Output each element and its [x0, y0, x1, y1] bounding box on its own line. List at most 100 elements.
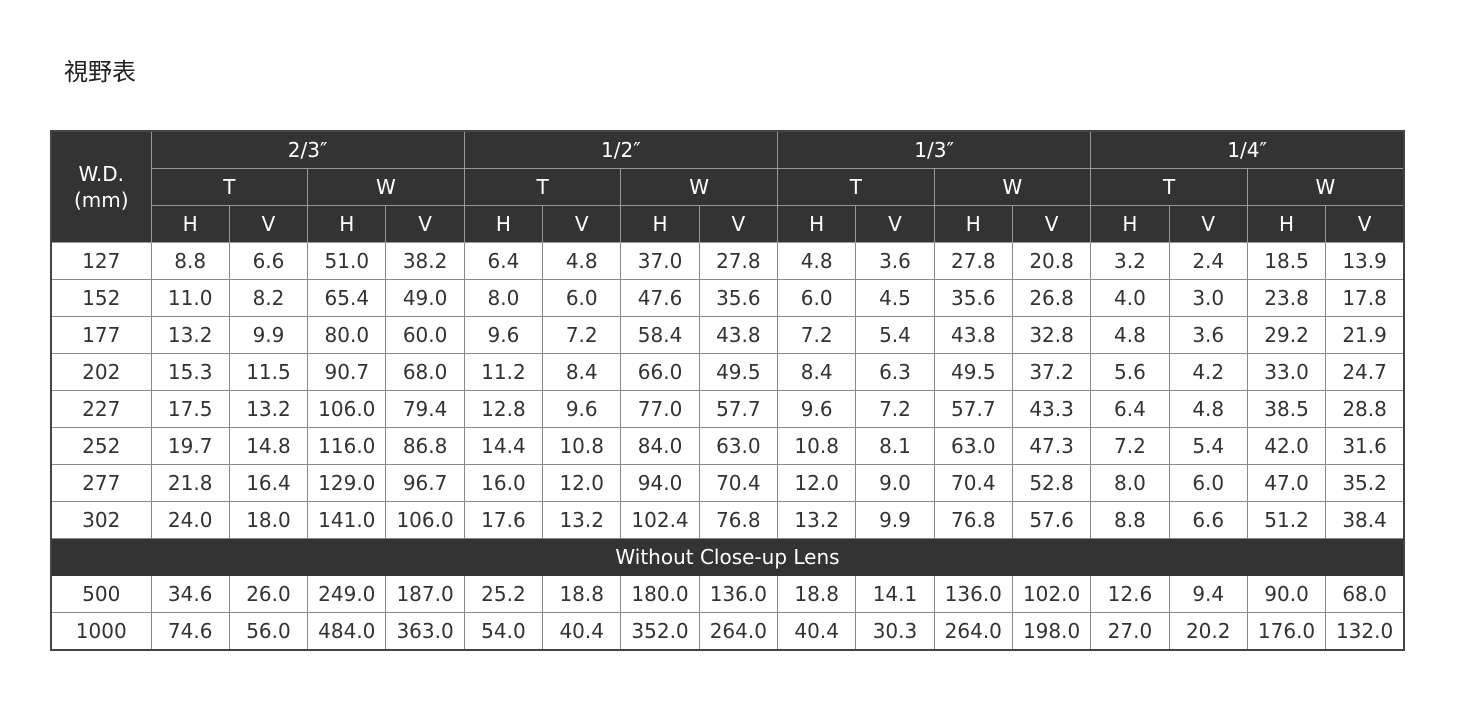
zoom-mode: T	[463, 168, 622, 206]
cell: 6.6	[1168, 501, 1248, 539]
cell: 14.1	[855, 575, 935, 613]
zoom-mode: W	[620, 168, 778, 206]
cell: 16.0	[463, 464, 544, 502]
cell: 4.8	[776, 242, 857, 280]
zoom-mode: T	[1090, 168, 1248, 206]
cell: 51.2	[1246, 501, 1327, 539]
axis-label: H	[776, 205, 857, 243]
cell: 8.8	[1090, 501, 1170, 539]
axis-label: V	[228, 205, 309, 243]
cell: 3.0	[1168, 279, 1248, 317]
cell: 9.6	[776, 390, 857, 428]
cell: 6.4	[1090, 390, 1170, 428]
cell: 3.6	[855, 242, 935, 280]
wd-cell: 1000	[50, 612, 152, 651]
cell: 47.6	[620, 279, 700, 317]
axis-label: H	[1246, 205, 1327, 243]
cell: 136.0	[933, 575, 1013, 613]
cell: 47.3	[1011, 427, 1092, 465]
cell: 47.0	[1246, 464, 1327, 502]
cell: 8.4	[542, 353, 622, 391]
axis-label: V	[385, 205, 465, 243]
cell: 80.0	[307, 316, 387, 354]
cell: 37.0	[620, 242, 700, 280]
data-row: 152 11.0 8.2 65.4 49.0 8.0 6.0 47.6 35.6 6.0 4.5 35…	[50, 279, 1405, 317]
cell: 106.0	[385, 501, 465, 539]
cell: 13.2	[542, 501, 622, 539]
cell: 9.6	[542, 390, 622, 428]
header-row: W.D. (mm) 2/3″ 1/2″ 1/3″ 1/4″	[50, 130, 1405, 243]
axis-label: V	[1168, 205, 1248, 243]
cell: 37.2	[1011, 353, 1092, 391]
sensor-size: 1/3″	[776, 130, 1092, 169]
cell: 15.3	[150, 353, 230, 391]
cell: 2.4	[1168, 242, 1248, 280]
axis-label: H	[620, 205, 700, 243]
cell: 6.0	[542, 279, 622, 317]
cell: 79.4	[385, 390, 465, 428]
cell: 6.0	[1168, 464, 1248, 502]
cell: 66.0	[620, 353, 700, 391]
axis-label: H	[463, 205, 544, 243]
cell: 76.8	[698, 501, 779, 539]
cell: 70.4	[698, 464, 779, 502]
cell: 106.0	[307, 390, 387, 428]
cell: 129.0	[307, 464, 387, 502]
cell: 74.6	[150, 612, 230, 651]
cell: 5.4	[855, 316, 935, 354]
axis-label: V	[698, 205, 779, 243]
cell: 264.0	[933, 612, 1013, 651]
cell: 102.0	[1011, 575, 1092, 613]
cell: 86.8	[385, 427, 465, 465]
cell: 8.1	[855, 427, 935, 465]
cell: 9.9	[855, 501, 935, 539]
cell: 58.4	[620, 316, 700, 354]
data-row: 1000 74.6 56.0 484.0 363.0 54.0 40.4 352.0 264.0…	[50, 612, 1405, 651]
cell: 9.0	[855, 464, 935, 502]
section-label: Without Close-up Lens	[50, 538, 1405, 576]
cell: 23.8	[1246, 279, 1327, 317]
axis-label: H	[933, 205, 1013, 243]
cell: 16.4	[228, 464, 309, 502]
cell: 90.7	[307, 353, 387, 391]
cell: 28.8	[1325, 390, 1405, 428]
cell: 57.7	[933, 390, 1013, 428]
cell: 35.2	[1325, 464, 1405, 502]
cell: 84.0	[620, 427, 700, 465]
wd-cell: 152	[50, 279, 152, 317]
data-row: 202 15.3 11.5 90.7 68.0 11.2 8.4 66.0 49.5 8.4 6.3…	[50, 353, 1405, 391]
cell: 3.6	[1168, 316, 1248, 354]
zoom-mode: T	[150, 168, 309, 206]
cell: 13.2	[776, 501, 857, 539]
field-of-view-table: W.D. (mm) 2/3″ 1/2″ 1/3″ 1/4″ T W T W T W T W H V H V H V H V…	[50, 130, 1405, 651]
cell: 11.2	[463, 353, 544, 391]
cell: 43.8	[698, 316, 779, 354]
axis-label: H	[150, 205, 230, 243]
zoom-mode: W	[307, 168, 465, 206]
wd-cell: 127	[50, 242, 152, 280]
cell: 77.0	[620, 390, 700, 428]
cell: 187.0	[385, 575, 465, 613]
axis-label: H	[1090, 205, 1170, 243]
cell: 4.0	[1090, 279, 1170, 317]
cell: 49.0	[385, 279, 465, 317]
cell: 26.8	[1011, 279, 1092, 317]
data-row: 252 19.7 14.8 116.0 86.8 14.4 10.8 84.0 63.0 10.8…	[50, 427, 1405, 465]
cell: 12.6	[1090, 575, 1170, 613]
zoom-mode: W	[1246, 168, 1405, 206]
wd-cell: 227	[50, 390, 152, 428]
cell: 12.0	[776, 464, 857, 502]
cell: 6.6	[228, 242, 309, 280]
cell: 27.8	[698, 242, 779, 280]
cell: 352.0	[620, 612, 700, 651]
cell: 7.2	[542, 316, 622, 354]
cell: 25.2	[463, 575, 544, 613]
cell: 9.9	[228, 316, 309, 354]
cell: 68.0	[385, 353, 465, 391]
cell: 136.0	[698, 575, 779, 613]
cell: 8.0	[463, 279, 544, 317]
cell: 34.6	[150, 575, 230, 613]
cell: 12.8	[463, 390, 544, 428]
